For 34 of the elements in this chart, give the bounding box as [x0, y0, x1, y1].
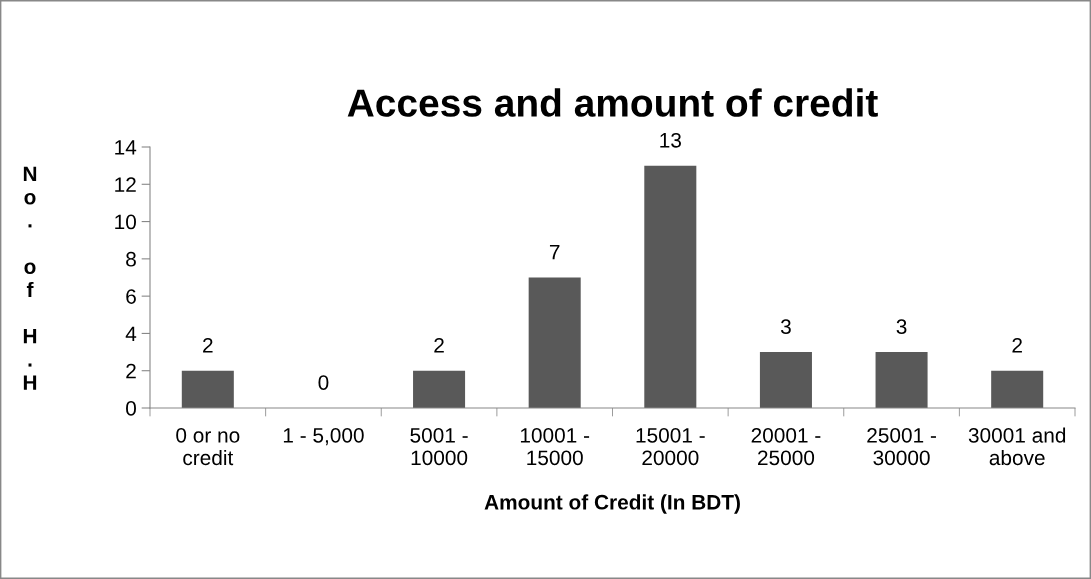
- x-tick-label: 0 or no credit: [176, 427, 240, 466]
- bar: [413, 370, 466, 408]
- x-tick-label: 15001 - 20000: [636, 427, 705, 466]
- y-tick-label: 12: [115, 177, 136, 192]
- y-tick-label: 14: [115, 140, 137, 155]
- y-tick-label: 8: [126, 251, 136, 267]
- x-tick-label: 10001 - 15000: [520, 427, 590, 466]
- data-label: 3: [780, 319, 791, 335]
- bar: [875, 352, 928, 408]
- y-tick-label: 4: [125, 326, 137, 341]
- x-tick-label: 20001 - 25000: [751, 427, 821, 466]
- data-label: 2: [434, 337, 444, 353]
- y-tick-label: 0: [126, 401, 136, 416]
- bar: [991, 370, 1044, 408]
- data-label: 7: [549, 244, 560, 260]
- data-label: 0: [318, 375, 329, 390]
- x-tick-label: 30001 and above: [968, 427, 1066, 466]
- data-label: 3: [896, 319, 907, 335]
- data-label: 13: [660, 132, 681, 148]
- bar: [759, 352, 812, 408]
- y-tick-label: 10: [115, 214, 136, 230]
- x-tick-label: 1 - 5,000: [283, 427, 364, 446]
- chart-title: Access and amount of credit: [347, 88, 878, 117]
- data-label: 2: [203, 337, 213, 353]
- data-label: 2: [1012, 337, 1022, 353]
- text: No. of H.H: [23, 166, 37, 390]
- y-tick-label: 2: [126, 363, 136, 379]
- bar: [644, 165, 697, 408]
- x-tick-label: 5001 - 10000: [410, 427, 468, 466]
- bar: [528, 277, 581, 408]
- x-tick-label: 25001 - 30000: [867, 427, 936, 466]
- y-tick-label: 6: [126, 289, 136, 304]
- bar: [181, 370, 234, 408]
- x-axis-title: Amount of Credit (In BDT): [484, 494, 740, 514]
